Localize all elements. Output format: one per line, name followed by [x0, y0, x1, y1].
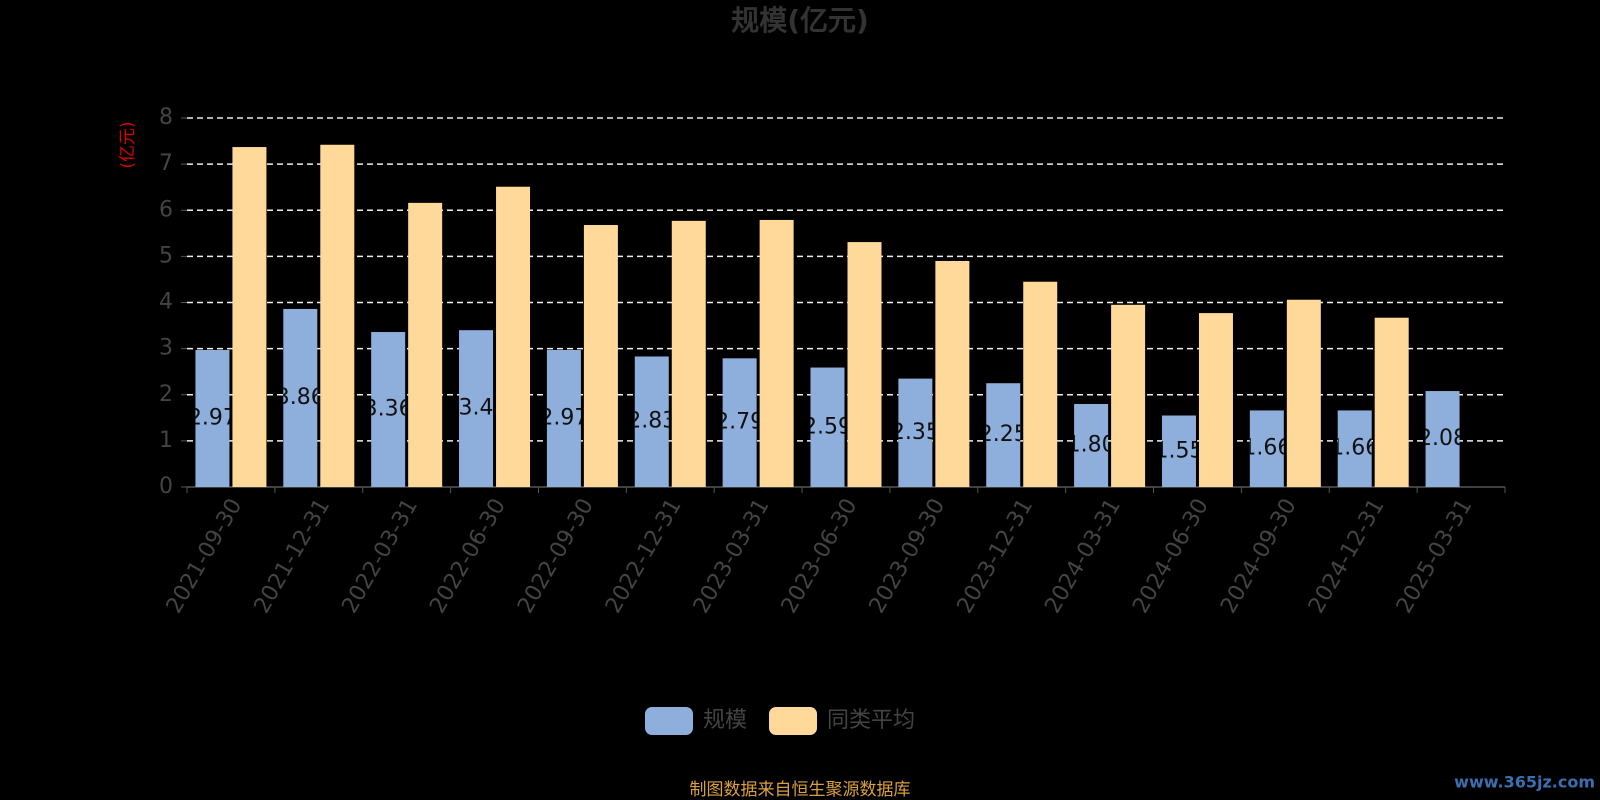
data-label: 1.55 [1154, 438, 1203, 463]
data-label: 3.4 [459, 396, 494, 421]
x-tick-label: 2024-06-30 [1128, 495, 1214, 618]
bar [1337, 410, 1372, 487]
x-tick-label: 2023-06-30 [777, 495, 863, 618]
data-label: 2.59 [803, 414, 852, 439]
chart-title: 规模(亿元) [731, 4, 869, 37]
x-tick-label: 2021-12-31 [250, 495, 336, 618]
footer: 制图数据来自恒生聚源数据库 [690, 780, 911, 800]
x-tick-label: 2022-06-30 [425, 495, 511, 618]
bar [1198, 313, 1233, 487]
y-axis-label: (亿元) [118, 121, 138, 168]
data-label: 1.80 [1067, 432, 1116, 457]
data-label: 3.86 [276, 385, 325, 410]
bar [898, 378, 933, 487]
x-tick-label: 2024-12-31 [1304, 495, 1390, 618]
bar [371, 332, 406, 487]
bar [283, 308, 318, 487]
bar [408, 202, 443, 487]
x-tick-label: 2022-12-31 [601, 495, 687, 618]
x-tick-label: 2024-09-30 [1216, 495, 1302, 618]
bar [1374, 317, 1409, 487]
data-label: 2.25 [979, 422, 1028, 447]
x-tick-label: 2023-09-30 [865, 495, 951, 618]
y-tick-label: 0 [159, 474, 173, 499]
bar [1161, 415, 1196, 487]
bar [634, 356, 669, 487]
bar [810, 367, 845, 487]
x-tick-label: 2023-12-31 [953, 495, 1039, 618]
x-tick-label: 2021-09-30 [162, 495, 248, 618]
y-tick-label: 5 [159, 243, 173, 268]
data-label: 3.36 [364, 397, 413, 422]
x-tick-label: 2022-03-31 [337, 495, 423, 618]
bar [759, 219, 794, 487]
y-tick-label: 2 [159, 382, 173, 407]
y-tick-label: 1 [159, 428, 173, 453]
y-tick-label: 6 [159, 197, 173, 222]
legend-label: 规模 [703, 708, 747, 733]
watermark: www.365jz.com [1454, 773, 1595, 792]
data-label: 2.83 [627, 409, 676, 434]
legend-swatch [769, 707, 818, 735]
y-tick-label: 4 [159, 290, 173, 315]
x-tick-label: 2024-03-31 [1040, 495, 1126, 618]
bar [986, 383, 1021, 487]
x-tick-label: 2023-03-31 [689, 495, 775, 618]
data-label: 2.97 [188, 406, 237, 431]
y-tick-label: 8 [159, 105, 173, 130]
bar [935, 260, 970, 487]
bar [1286, 299, 1321, 487]
data-label: 2.97 [539, 406, 588, 431]
bar [232, 147, 267, 487]
x-tick-label: 2025-03-31 [1392, 495, 1478, 618]
bar [671, 220, 706, 487]
y-tick-label: 3 [159, 336, 173, 361]
bar [1023, 281, 1058, 487]
x-tick-label: 2022-09-30 [513, 495, 599, 618]
data-label: 2.35 [891, 420, 940, 445]
bar [496, 186, 531, 487]
bar [546, 350, 581, 487]
bar [722, 358, 757, 487]
bar [459, 330, 494, 487]
data-label: 2.08 [1418, 426, 1467, 451]
data-label: 2.79 [715, 410, 764, 435]
data-label: 1.66 [1330, 436, 1379, 461]
bar [1111, 304, 1146, 487]
legend-swatch [645, 707, 693, 735]
bar [320, 144, 355, 487]
bar [847, 242, 882, 487]
bar [1425, 391, 1460, 487]
bar [1249, 410, 1284, 487]
data-label: 1.66 [1242, 436, 1291, 461]
bar [583, 225, 618, 487]
bar [1074, 403, 1109, 487]
bar [195, 350, 230, 487]
y-tick-label: 7 [159, 151, 173, 176]
legend-label: 同类平均 [827, 708, 915, 733]
